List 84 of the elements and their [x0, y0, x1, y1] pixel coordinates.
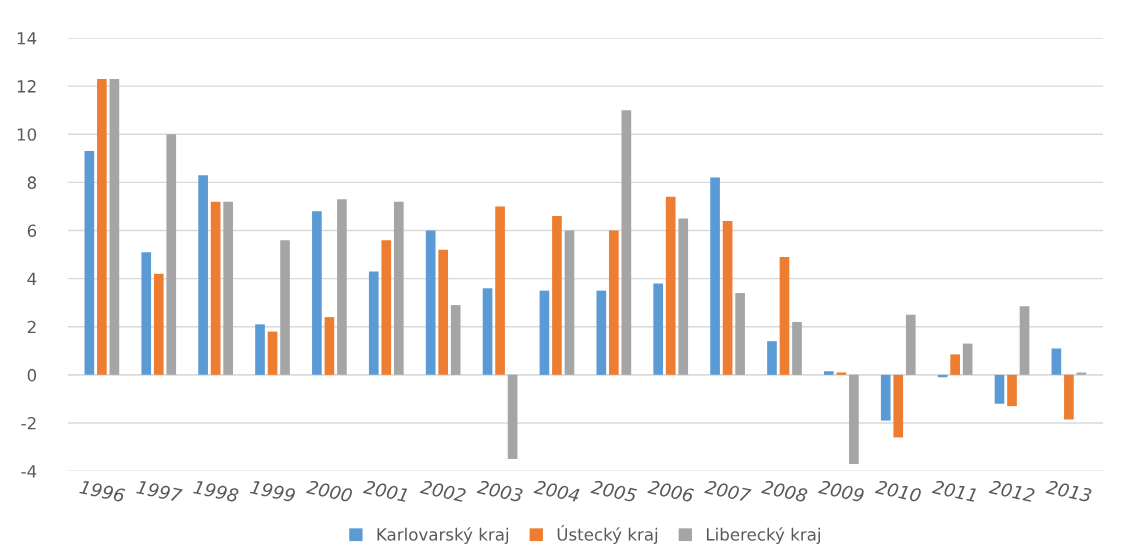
y-tick-label: 8 — [27, 176, 37, 189]
x-tick-label: 2007 — [704, 479, 752, 503]
x-tick-label: 2011 — [931, 479, 977, 503]
bar — [1064, 374, 1074, 420]
bar — [678, 218, 689, 375]
x-tick-label: 2002 — [419, 479, 467, 503]
bar — [324, 317, 335, 375]
x-tick-label: 2009 — [817, 479, 865, 503]
bar — [425, 230, 436, 375]
bar — [223, 201, 233, 375]
bar — [507, 374, 518, 460]
y-tick-label: -2 — [21, 416, 36, 430]
y-tick-label: 14 — [17, 32, 37, 45]
bar — [255, 324, 265, 375]
bar — [880, 374, 891, 421]
x-tick-label: 1997 — [136, 479, 183, 503]
bar — [552, 216, 562, 375]
y-tick-label: 6 — [27, 224, 37, 238]
bar — [767, 341, 777, 375]
x-tick-label: 2013 — [1045, 479, 1092, 503]
bar — [665, 196, 676, 375]
bar — [141, 252, 152, 375]
legend-label: Liberecký kraj — [706, 527, 820, 544]
bar — [710, 177, 720, 375]
bar — [1051, 348, 1062, 375]
bar — [210, 201, 221, 375]
bar — [97, 78, 107, 375]
bar — [450, 305, 461, 375]
x-tick-label: 2004 — [533, 479, 580, 503]
y-tick-label: 0 — [27, 368, 37, 382]
bar — [824, 371, 834, 375]
bar — [312, 211, 322, 375]
bar — [962, 343, 973, 375]
y-tick-label: 4 — [27, 272, 37, 285]
bar — [735, 293, 745, 375]
bar — [198, 175, 208, 375]
bar — [905, 314, 916, 375]
y-tick-label: 2 — [27, 320, 36, 334]
bar — [950, 354, 960, 375]
bar — [621, 110, 632, 375]
bar — [84, 151, 95, 375]
x-tick-label: 1996 — [79, 479, 126, 503]
bar — [381, 240, 392, 375]
bar — [153, 273, 164, 375]
bar — [779, 256, 790, 375]
x-tick-label: 2005 — [590, 479, 638, 503]
bar — [722, 220, 733, 375]
bar — [393, 201, 404, 375]
bar — [337, 199, 347, 375]
x-tick-label: 2001 — [362, 479, 408, 503]
x-tick-label: 1999 — [249, 479, 296, 503]
bar — [849, 374, 859, 464]
bar — [1076, 372, 1087, 375]
bar — [893, 374, 904, 438]
x-tick-label: 2000 — [305, 479, 353, 503]
bar — [438, 249, 449, 375]
x-tick-label: 2006 — [647, 479, 695, 503]
bar — [608, 230, 619, 375]
bar — [1019, 306, 1030, 375]
bar — [792, 321, 802, 375]
y-tick-label: 10 — [17, 128, 37, 141]
bar — [836, 372, 847, 375]
bar — [280, 240, 290, 375]
y-tick-label: 12 — [17, 80, 36, 93]
bar — [368, 271, 379, 375]
y-tick-label: -4 — [21, 465, 37, 478]
bar — [482, 288, 493, 375]
legend-label: Karlovarský kraj — [377, 527, 509, 544]
bar — [994, 374, 1005, 404]
x-tick-label: 1998 — [192, 479, 240, 503]
bar — [495, 206, 505, 375]
bar — [653, 283, 664, 375]
x-tick-label: 2003 — [476, 479, 524, 503]
bar — [539, 290, 550, 375]
x-tick-label: 2010 — [874, 479, 922, 503]
bar — [109, 78, 120, 375]
bar — [596, 290, 607, 375]
bar — [1007, 374, 1017, 407]
x-tick-label: 2012 — [988, 479, 1036, 503]
x-tick-label: 2008 — [760, 479, 808, 503]
legend-label: Ústecký kraj — [557, 525, 658, 544]
bar — [166, 134, 177, 375]
bar — [267, 331, 278, 375]
bar — [564, 230, 575, 375]
